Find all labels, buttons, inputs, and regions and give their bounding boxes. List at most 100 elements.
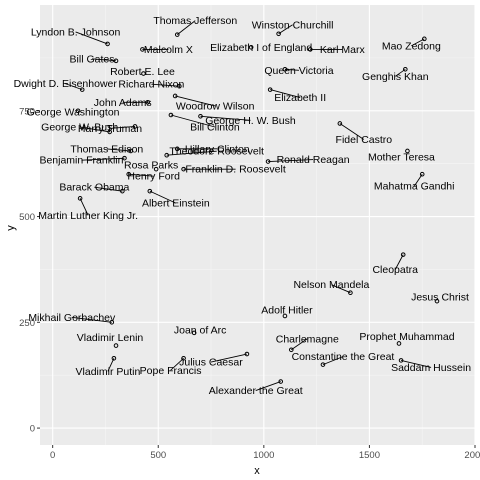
point-bill-gates (113, 58, 119, 64)
y-tick-label: 500 (19, 212, 35, 223)
leader-line-constantine-the-great (322, 356, 344, 366)
leader-line-julius-caesar (210, 353, 248, 363)
point-harry-truman (132, 124, 138, 129)
label-queen-victoria: Queen Victoria (264, 65, 333, 77)
point-pope-francis (181, 355, 186, 361)
point-bill-clinton (168, 112, 174, 118)
point-cleopatra (400, 252, 406, 257)
point-george-w-bush (107, 129, 112, 135)
leader-line-woodrow-wilson (175, 95, 216, 107)
data-points (75, 31, 440, 384)
leader-line-harry-truman (109, 125, 136, 129)
label-martin-luther-king-jr: Martin Luther King Jr. (38, 210, 138, 222)
leader-line-queen-victoria (284, 68, 299, 71)
x-tick-label: 500 (150, 450, 166, 461)
label-woodrow-wilson: Woodrow Wilson (176, 100, 255, 112)
grid-lines (40, 5, 476, 445)
point-mao-zedong (422, 36, 427, 42)
x-tick-label: 0 (50, 450, 55, 461)
point-alexander-the-great (278, 379, 284, 384)
leader-line-george-h-w-bush (200, 115, 251, 121)
label-harry-truman: Harry Truman (78, 123, 142, 135)
point-elizabeth-i-of-england (248, 45, 254, 50)
label-alexander-the-great: Alexander the Great (209, 385, 303, 397)
label-henry-ford: Henry Ford (127, 171, 180, 183)
label-vladimir-lenin: Vladimir Lenin (77, 332, 144, 344)
point-labels: Thomas Jefferson Winston Churchill Lyndon … (14, 15, 472, 397)
point-malcolm-x (140, 47, 145, 52)
point-ronald-reagan (265, 159, 271, 164)
point-prophet-muhammad (396, 341, 402, 346)
point-vladimir-lenin (113, 343, 119, 348)
point-george-h-w-bush (198, 113, 203, 119)
label-george-w-bush: George W. Bush (41, 121, 118, 133)
point-martin-luther-king-jr (77, 196, 83, 201)
label-cleopatra: Cleopatra (372, 264, 418, 276)
leader-line-bill-gates (91, 58, 117, 62)
leader-line-richard-nixon (151, 83, 180, 87)
label-jesus-christ: Jesus Christ (411, 292, 469, 304)
label-mahatma-gandhi: Mahatma Gandhi (374, 181, 455, 193)
point-robert-e-lee (141, 71, 146, 76)
label-pope-francis: Pope Francis (140, 365, 202, 377)
label-adolf-hitler: Adolf Hitler (261, 304, 313, 316)
point-fidel-castro (337, 121, 343, 126)
leader-line-elizabeth-ii (270, 89, 301, 99)
label-george-h-w-bush: George H. W. Bush (205, 115, 296, 127)
point-winston-churchill (276, 31, 281, 37)
y-tick-label: 750 (19, 106, 35, 117)
leader-line-albert-einstein (149, 190, 176, 204)
point-julius-caesar (244, 351, 250, 357)
label-richard-nixon: Richard Nixon (118, 79, 184, 91)
leader-line-pope-francis (170, 357, 184, 371)
label-robert-e-lee: Robert E. Lee (110, 66, 175, 78)
point-theodore-roosevelt (164, 152, 169, 158)
label-elizabeth-ii: Elizabeth II (274, 92, 326, 104)
label-rosa-parks: Rosa Parks (124, 160, 178, 172)
point-barack-obama (120, 188, 125, 194)
y-tick-label: 0 (30, 424, 35, 435)
point-albert-einstein (147, 188, 153, 194)
leader-line-cleopatra (394, 254, 404, 270)
point-jesus-christ (434, 298, 440, 304)
label-ronald-reagan: Ronald Reagan (277, 154, 350, 166)
x-tick-label: 1500 (359, 450, 380, 461)
point-queen-victoria (282, 67, 288, 72)
leader-line-winston-churchill (278, 24, 293, 35)
point-woodrow-wilson (172, 93, 178, 99)
point-henry-ford (126, 171, 131, 177)
point-benjamin-franklin (122, 155, 127, 161)
label-benjamin-franklin: Benjamin Franklin (39, 155, 123, 167)
leader-line-dwight-d-eisenhower (65, 83, 83, 91)
leader-line-bill-clinton (170, 114, 216, 128)
leader-line-ronald-reagan (268, 159, 314, 162)
point-john-adams (145, 100, 150, 105)
label-malcolm-x: Malcolm X (144, 44, 193, 56)
point-dwight-d-eisenhower (79, 87, 85, 92)
point-vladimir-putin (111, 355, 117, 361)
label-theodore-roosevelt: Theodore Roosevelt (169, 146, 264, 158)
leader-line-thomas-edison (106, 148, 131, 152)
point-thomas-edison (128, 148, 134, 154)
point-thomas-jefferson (174, 32, 180, 37)
x-tick-label: 1000 (253, 450, 274, 461)
point-george-washington (75, 108, 81, 114)
leader-line-mahatma-gandhi (413, 173, 423, 187)
point-saddam-hussein (398, 358, 404, 363)
plot-panel (40, 5, 475, 445)
point-nelson-mandela (348, 290, 353, 295)
leader-line-charlemagne (291, 338, 308, 351)
point-richard-nixon (177, 83, 182, 89)
leader-line-vladimir-putin (107, 358, 115, 372)
label-julius-caesar: Julius Caesar (179, 357, 243, 369)
point-joan-of-arc (191, 330, 197, 336)
label-george-washington: George Washington (27, 106, 120, 118)
label-charlemagne: Charlemagne (276, 333, 339, 345)
leader-line-fidel-castro (339, 123, 365, 140)
leader-line-george-w-bush (79, 126, 110, 133)
leader-line-theodore-roosevelt (166, 150, 217, 156)
leader-line-henry-ford (128, 173, 154, 177)
label-karl-marx: Karl Marx (320, 44, 366, 56)
